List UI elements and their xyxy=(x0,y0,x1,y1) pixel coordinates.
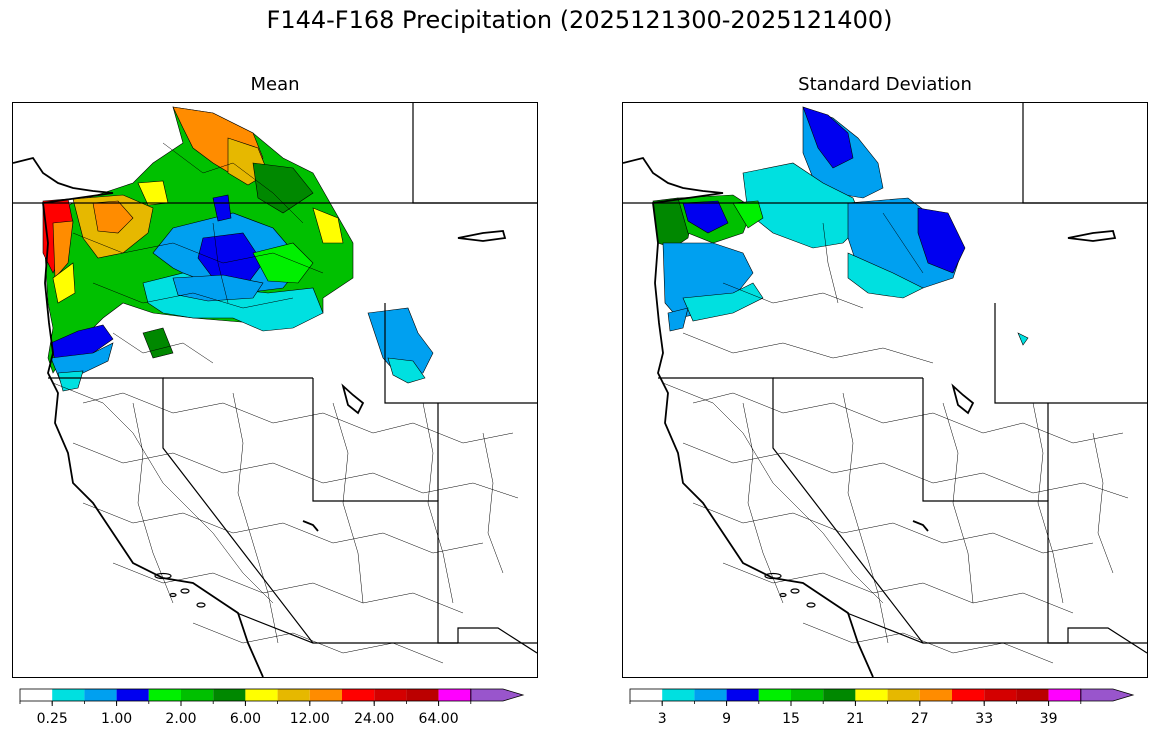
colorbar-tick-label: 33 xyxy=(975,711,993,727)
figure-title: F144-F168 Precipitation (2025121300-2025… xyxy=(266,6,893,34)
std-colorbar: 3 9 15 21 27 33 39 xyxy=(629,688,1150,729)
colorbar-swatch xyxy=(694,689,727,701)
colorbar-tick-label: 2.00 xyxy=(165,711,196,727)
colorbar-swatch xyxy=(919,689,952,701)
colorbar-swatch xyxy=(984,689,1017,701)
mean-map xyxy=(12,102,538,678)
colorbar-swatch xyxy=(630,689,663,701)
basin-outlines xyxy=(52,142,519,664)
colorbar-swatch xyxy=(1016,689,1049,701)
colorbar-swatch xyxy=(84,689,117,701)
colorbar-swatch xyxy=(374,689,407,701)
colorbar-tick-label: 64.00 xyxy=(419,711,459,727)
colorbar-tick-label: 9 xyxy=(722,711,731,727)
colorbar-swatch xyxy=(213,689,246,701)
colorbar-swatch xyxy=(726,689,759,701)
state-boundaries xyxy=(13,103,537,654)
colorbar-swatch xyxy=(342,689,375,701)
mean-map-canvas xyxy=(13,103,537,677)
colorbar-swatch xyxy=(148,689,181,701)
colorbar-tick-label: 39 xyxy=(1040,711,1058,727)
colorbar-tick-label: 21 xyxy=(846,711,864,727)
colorbar-swatch xyxy=(438,689,471,701)
coastline xyxy=(623,156,1117,677)
state-boundaries xyxy=(623,103,1147,654)
colorbar-tick-label: 0.25 xyxy=(37,711,68,727)
std-map-canvas xyxy=(623,103,1147,677)
colorbar-swatch xyxy=(823,689,856,701)
colorbar-swatch xyxy=(791,689,824,701)
colorbar-swatch xyxy=(181,689,214,701)
std-colorbar-svg: 3 9 15 21 27 33 39 xyxy=(629,688,1135,727)
mean-colorbar-svg: 0.25 1.00 2.00 6.00 12.00 24.00 64.00 xyxy=(19,688,525,727)
basin-outlines xyxy=(662,212,1129,664)
colorbar-swatch xyxy=(245,689,278,701)
colorbar-swatch xyxy=(758,689,791,701)
colorbar-swatch xyxy=(1048,689,1081,701)
colorbar-extend-arrow xyxy=(1080,688,1135,702)
colorbar-swatch xyxy=(277,689,310,701)
colorbar-tick-label: 1.00 xyxy=(101,711,132,727)
colorbar-swatch xyxy=(309,689,342,701)
colorbar-swatch xyxy=(406,689,439,701)
channel-islands xyxy=(764,572,816,608)
colorbar-swatch xyxy=(952,689,985,701)
panel-title-mean: Mean xyxy=(250,74,300,95)
coastline xyxy=(13,156,507,677)
mean-precip-shading xyxy=(42,106,434,392)
channel-islands xyxy=(154,572,206,608)
colorbar-tick-label: 24.00 xyxy=(354,711,394,727)
colorbar-tick-label: 12.00 xyxy=(290,711,330,727)
colorbar-extend-arrow xyxy=(470,688,525,702)
colorbar-swatch xyxy=(887,689,920,701)
colorbar-swatch xyxy=(20,689,53,701)
colorbar-tick-label: 6.00 xyxy=(230,711,261,727)
std-shading xyxy=(652,106,1029,346)
colorbar-tick-label: 15 xyxy=(782,711,800,727)
colorbar-tick-label: 3 xyxy=(658,711,667,727)
colorbar-swatch xyxy=(116,689,149,701)
panel-title-std: Standard Deviation xyxy=(798,74,972,95)
std-map xyxy=(622,102,1148,678)
mean-colorbar: 0.25 1.00 2.00 6.00 12.00 24.00 64.00 xyxy=(19,688,540,729)
colorbar-swatch xyxy=(855,689,888,701)
colorbar-swatch xyxy=(662,689,695,701)
colorbar-swatch xyxy=(52,689,85,701)
colorbar-tick-label: 27 xyxy=(911,711,929,727)
